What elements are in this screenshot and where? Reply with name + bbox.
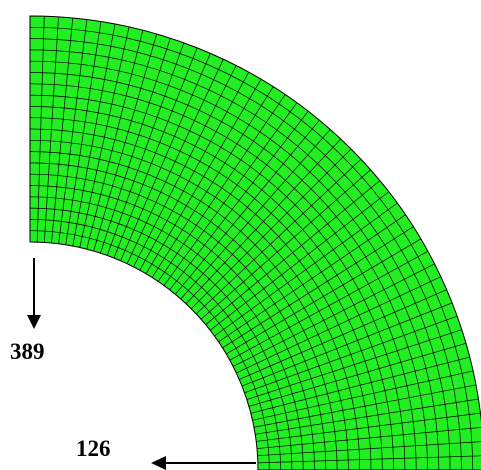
mesh-arc-line bbox=[29, 139, 361, 470]
load-arrow-horizontal bbox=[151, 456, 256, 470]
load-arrow-vertical bbox=[27, 258, 41, 329]
load-label-horizontal: 126 bbox=[76, 436, 111, 461]
mesh-arc-line bbox=[29, 151, 349, 470]
quarter-annulus-mesh bbox=[29, 15, 481, 470]
mesh-arc-line bbox=[29, 173, 327, 470]
mesh-arc-line bbox=[29, 128, 372, 470]
mesh-arc-line bbox=[29, 49, 451, 470]
mesh-arc-line bbox=[29, 60, 440, 470]
mesh-arc-line bbox=[29, 72, 428, 470]
mesh-arc-line bbox=[29, 26, 474, 470]
load-arrow-vertical-head bbox=[27, 315, 41, 329]
mesh-face bbox=[30, 16, 481, 470]
mesh-arc-line bbox=[29, 207, 293, 470]
load-label-vertical: 389 bbox=[10, 339, 45, 364]
mesh-arc-line bbox=[29, 162, 338, 470]
mesh-arc-line bbox=[29, 185, 315, 470]
mesh-arc-line bbox=[29, 83, 417, 470]
mesh-outline bbox=[29, 15, 481, 470]
mesh-arc-line bbox=[29, 230, 270, 470]
mesh-arc-line bbox=[29, 106, 394, 470]
load-arrow-horizontal-head bbox=[151, 456, 166, 470]
mesh-arc-lines bbox=[29, 26, 474, 470]
mesh-arc-line bbox=[29, 219, 281, 470]
mesh-arc-line bbox=[29, 38, 462, 470]
mesh-arc-line bbox=[29, 94, 406, 470]
mesh-arc-line bbox=[29, 117, 383, 470]
mesh-arc-line bbox=[29, 196, 304, 470]
